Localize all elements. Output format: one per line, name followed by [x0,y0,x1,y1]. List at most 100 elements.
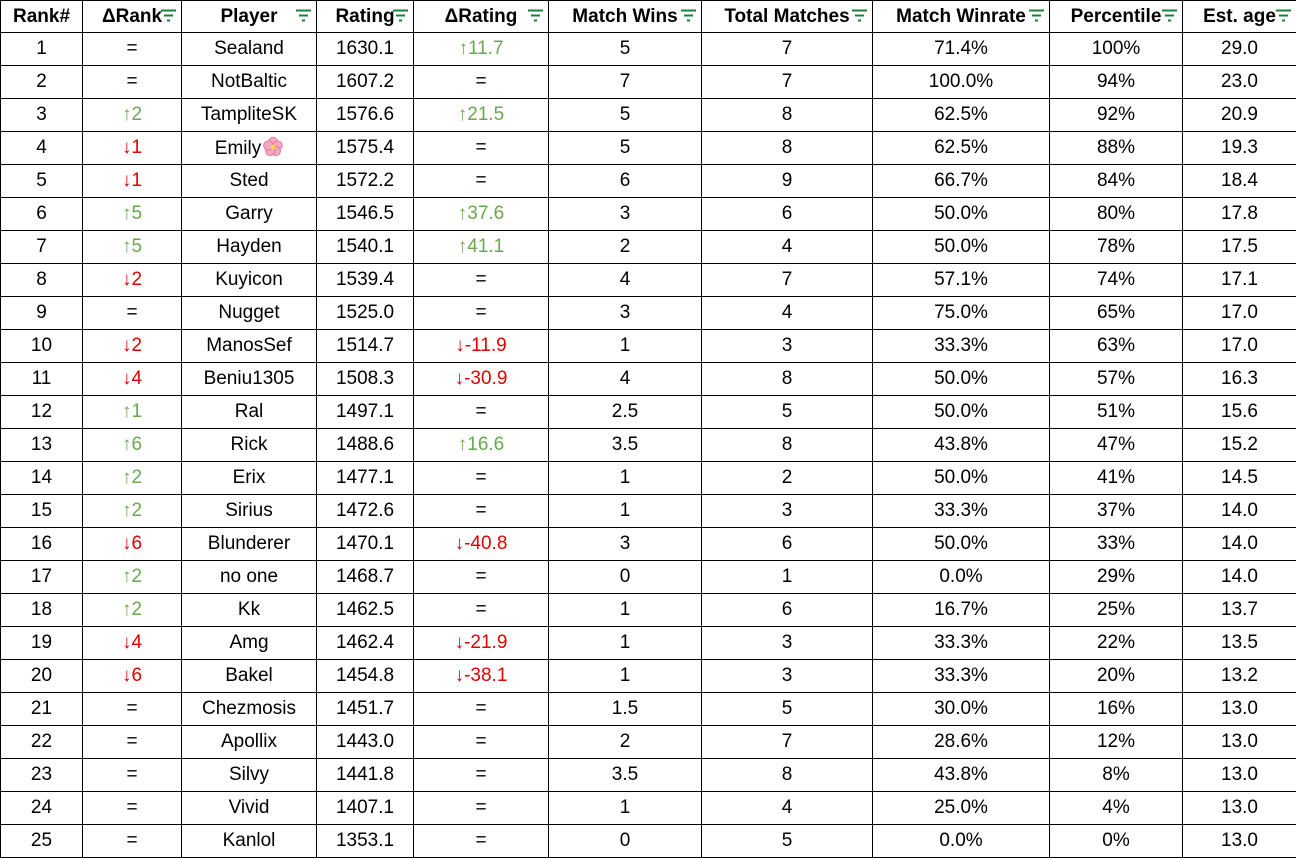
percentile-cell[interactable]: 20% [1050,660,1183,693]
delta-rank-cell[interactable]: ↓4 [83,627,182,660]
match-wins-cell[interactable]: 3.5 [549,429,702,462]
percentile-cell[interactable]: 100% [1050,33,1183,66]
delta-rating-cell[interactable]: ↑16.6 [414,429,549,462]
match-wins-cell[interactable]: 1 [549,495,702,528]
total-matches-cell[interactable]: 5 [702,396,873,429]
total-matches-cell[interactable]: 4 [702,231,873,264]
filter-icon[interactable] [1275,9,1292,23]
total-matches-cell[interactable]: 6 [702,198,873,231]
player-cell[interactable]: Vivid [182,792,317,825]
percentile-cell[interactable]: 29% [1050,561,1183,594]
rating-cell[interactable]: 1451.7 [317,693,414,726]
filter-icon[interactable] [527,9,544,23]
match-winrate-cell[interactable]: 0.0% [873,825,1050,858]
delta-rating-cell[interactable]: = [414,66,549,99]
rating-cell[interactable]: 1353.1 [317,825,414,858]
player-cell[interactable]: ManosSef [182,330,317,363]
rank-cell[interactable]: 4 [1,132,83,165]
est-age-cell[interactable]: 14.5 [1183,462,1296,495]
percentile-cell[interactable]: 12% [1050,726,1183,759]
match-wins-cell[interactable]: 4 [549,363,702,396]
rating-cell[interactable]: 1470.1 [317,528,414,561]
est-age-cell[interactable]: 19.3 [1183,132,1296,165]
est-age-cell[interactable]: 23.0 [1183,66,1296,99]
est-age-cell[interactable]: 17.0 [1183,330,1296,363]
rank-cell[interactable]: 1 [1,33,83,66]
delta-rating-cell[interactable]: = [414,264,549,297]
player-cell[interactable]: Apollix [182,726,317,759]
rating-cell[interactable]: 1539.4 [317,264,414,297]
rank-cell[interactable]: 3 [1,99,83,132]
delta-rank-cell[interactable]: ↓2 [83,264,182,297]
delta-rating-cell[interactable]: = [414,297,549,330]
delta-rating-cell[interactable]: = [414,495,549,528]
match-winrate-cell[interactable]: 62.5% [873,132,1050,165]
percentile-cell[interactable]: 78% [1050,231,1183,264]
column-header-rating[interactable]: Rating [317,1,414,33]
filter-icon[interactable] [392,9,409,23]
delta-rank-cell[interactable]: = [83,792,182,825]
match-winrate-cell[interactable]: 100.0% [873,66,1050,99]
rating-cell[interactable]: 1514.7 [317,330,414,363]
player-cell[interactable]: Beniu1305 [182,363,317,396]
match-winrate-cell[interactable]: 28.6% [873,726,1050,759]
delta-rating-cell[interactable]: ↑41.1 [414,231,549,264]
percentile-cell[interactable]: 65% [1050,297,1183,330]
match-winrate-cell[interactable]: 25.0% [873,792,1050,825]
match-wins-cell[interactable]: 1 [549,792,702,825]
est-age-cell[interactable]: 16.3 [1183,363,1296,396]
est-age-cell[interactable]: 15.2 [1183,429,1296,462]
est-age-cell[interactable]: 13.0 [1183,825,1296,858]
rank-cell[interactable]: 17 [1,561,83,594]
match-wins-cell[interactable]: 1 [549,330,702,363]
total-matches-cell[interactable]: 8 [702,759,873,792]
est-age-cell[interactable]: 17.1 [1183,264,1296,297]
est-age-cell[interactable]: 20.9 [1183,99,1296,132]
rank-cell[interactable]: 25 [1,825,83,858]
delta-rating-cell[interactable]: ↓-40.8 [414,528,549,561]
delta-rank-cell[interactable]: = [83,33,182,66]
rank-cell[interactable]: 10 [1,330,83,363]
player-cell[interactable]: Nugget [182,297,317,330]
delta-rating-cell[interactable]: ↓-38.1 [414,660,549,693]
filter-icon[interactable] [1028,9,1045,23]
rating-cell[interactable]: 1572.2 [317,165,414,198]
est-age-cell[interactable]: 17.5 [1183,231,1296,264]
percentile-cell[interactable]: 37% [1050,495,1183,528]
rank-cell[interactable]: 15 [1,495,83,528]
percentile-cell[interactable]: 16% [1050,693,1183,726]
rank-cell[interactable]: 22 [1,726,83,759]
filter-icon[interactable] [851,9,868,23]
player-cell[interactable]: Garry [182,198,317,231]
delta-rank-cell[interactable]: = [83,759,182,792]
total-matches-cell[interactable]: 4 [702,792,873,825]
match-wins-cell[interactable]: 2 [549,231,702,264]
delta-rating-cell[interactable]: = [414,165,549,198]
est-age-cell[interactable]: 14.0 [1183,528,1296,561]
total-matches-cell[interactable]: 5 [702,825,873,858]
total-matches-cell[interactable]: 2 [702,462,873,495]
rank-cell[interactable]: 11 [1,363,83,396]
delta-rating-cell[interactable]: = [414,561,549,594]
match-wins-cell[interactable]: 4 [549,264,702,297]
match-wins-cell[interactable]: 3.5 [549,759,702,792]
total-matches-cell[interactable]: 9 [702,165,873,198]
player-cell[interactable]: NotBaltic [182,66,317,99]
player-cell[interactable]: Chezmosis [182,693,317,726]
rank-cell[interactable]: 24 [1,792,83,825]
delta-rank-cell[interactable]: ↑2 [83,594,182,627]
percentile-cell[interactable]: 94% [1050,66,1183,99]
player-cell[interactable]: no one [182,561,317,594]
rank-cell[interactable]: 6 [1,198,83,231]
delta-rating-cell[interactable]: = [414,726,549,759]
rank-cell[interactable]: 19 [1,627,83,660]
column-header-match-wins[interactable]: Match Wins [549,1,702,33]
rating-cell[interactable]: 1546.5 [317,198,414,231]
match-winrate-cell[interactable]: 71.4% [873,33,1050,66]
filter-icon[interactable] [1161,9,1178,23]
column-header-percentile[interactable]: Percentile [1050,1,1183,33]
rank-cell[interactable]: 7 [1,231,83,264]
filter-icon[interactable] [295,9,312,23]
player-cell[interactable]: Blunderer [182,528,317,561]
percentile-cell[interactable]: 92% [1050,99,1183,132]
